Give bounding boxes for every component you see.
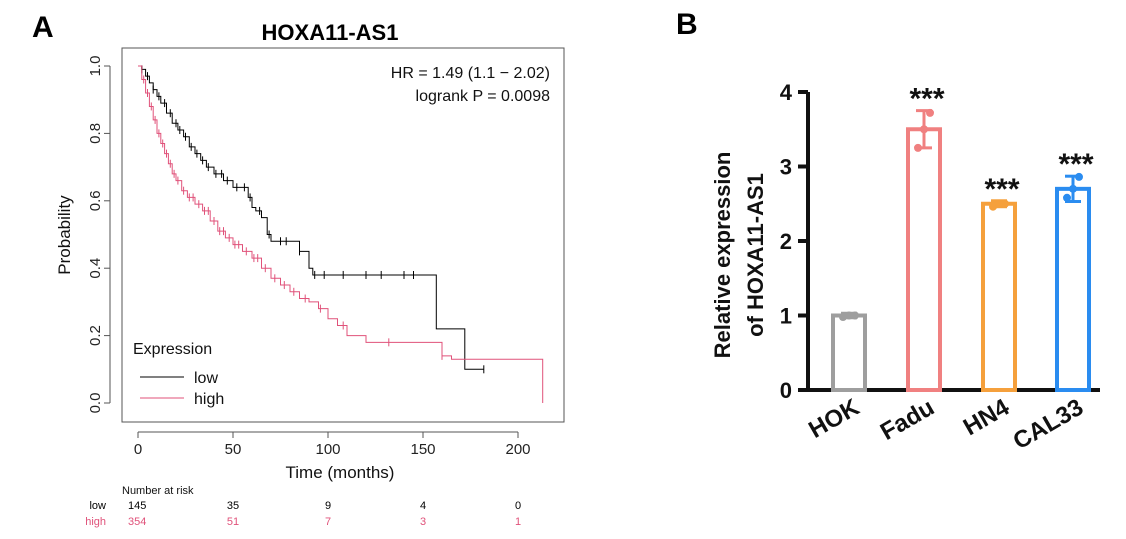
bar-significance-Fadu: *** (909, 83, 944, 116)
km-curves (138, 65, 544, 403)
bar-series: HOK *** Fadu *** HN4 *** CAL33 (804, 83, 1094, 456)
km-risk-value-low: 35 (227, 500, 239, 512)
bar-point-HOK (845, 311, 853, 320)
km-risk-value-low: 0 (515, 500, 521, 512)
bar-point-HOK (851, 311, 859, 320)
km-y-tick-label: 1.0 (87, 56, 104, 77)
bar-point-Fadu (920, 125, 928, 134)
km-y-axis: 0.0 0.2 0.4 0.6 0.8 1.0 (87, 56, 111, 414)
bar-point-HN4 (1001, 199, 1009, 208)
bar-y-tick-label: 2 (780, 229, 792, 254)
bar-point-HOK (839, 312, 847, 321)
bar-category-label-CAL33: CAL33 (1009, 394, 1088, 455)
bar-CAL33 (1055, 186, 1091, 392)
km-risk-value-high: 51 (227, 516, 239, 528)
km-risk-value-high: 1 (515, 516, 521, 528)
bar-axes: 0 1 2 3 4 (780, 80, 1100, 403)
km-title: HOXA11-AS1 (262, 20, 399, 45)
km-x-tick-label: 0 (134, 441, 142, 458)
km-x-tick-label: 200 (505, 441, 530, 458)
km-x-tick-label: 50 (225, 441, 242, 458)
km-legend-title: Expression (133, 341, 212, 358)
km-risk-label-high: high (85, 516, 106, 528)
km-x-axis: 0 50 100 150 200 (134, 431, 531, 458)
km-y-tick-label: 0.6 (87, 190, 104, 211)
km-x-tick-label: 150 (410, 441, 435, 458)
km-hr-annotation: HR = 1.49 (1.1 − 2.02) (391, 65, 550, 82)
bar-y-label-line2: of HOXA11-AS1 (743, 173, 768, 337)
km-y-tick-label: 0.8 (87, 123, 104, 144)
bar-significance-CAL33: *** (1058, 148, 1093, 181)
km-y-label: Probability (55, 195, 74, 275)
km-plot: HOXA11-AS1 0.0 0.2 0.4 0.6 0.8 1.0 0 50 100 150 2… (55, 20, 565, 528)
bar-point-CAL33 (1063, 193, 1071, 202)
bar-point-CAL33 (1075, 172, 1083, 181)
bar-category-label-HN4: HN4 (959, 393, 1015, 441)
bar-Fadu (906, 127, 942, 392)
km-risk-value-high: 7 (325, 516, 331, 528)
bar-point-Fadu (914, 143, 922, 152)
km-curve-low (138, 65, 484, 370)
bar-HN4 (981, 201, 1017, 392)
bar-significance-HN4: *** (984, 173, 1019, 206)
km-legend-low-label: low (194, 370, 218, 387)
km-risk-value-low: 9 (325, 500, 331, 512)
bar-point-Fadu (926, 108, 934, 117)
bar-y-tick-label: 1 (780, 304, 792, 329)
km-curve-high (138, 65, 544, 403)
km-legend-high-label: high (194, 391, 224, 408)
km-risk-table: 145 35 9 4 0 354 51 7 3 1 (128, 500, 521, 528)
km-risk-header: Number at risk (122, 485, 194, 497)
bar-point-HN4 (989, 202, 997, 211)
km-risk-value-low: 4 (420, 500, 426, 512)
km-x-label: Time (months) (286, 463, 395, 482)
bar-category-label-HOK: HOK (804, 393, 864, 443)
bar-point-CAL33 (1069, 184, 1077, 193)
km-risk-label-low: low (89, 500, 106, 512)
bar-y-label-line1: Relative expression (710, 152, 735, 359)
km-risk-value-low: 145 (128, 500, 146, 512)
km-y-tick-label: 0.2 (87, 325, 104, 346)
km-logrank-annotation: logrank P = 0.0098 (416, 88, 551, 105)
bar-plot: Relative expression of HOXA11-AS1 01234 … (710, 80, 1100, 455)
bar-point-HN4 (995, 199, 1003, 208)
panel-b-letter: B (676, 8, 698, 41)
km-y-tick-label: 0.4 (87, 258, 104, 279)
bar-y-tick-label: 4 (780, 80, 793, 105)
bar-category-label-Fadu: Fadu (876, 394, 939, 446)
km-x-tick-label: 100 (315, 441, 340, 458)
bar-HOK (831, 313, 867, 392)
bar-y-tick-label: 3 (780, 155, 792, 180)
panel-a-letter: A (32, 11, 54, 44)
km-risk-value-high: 3 (420, 516, 426, 528)
km-risk-value-high: 354 (128, 516, 146, 528)
km-y-tick-label: 0.0 (87, 393, 104, 414)
bar-y-tick-label: 0 (780, 378, 792, 403)
km-plot-frame (121, 47, 565, 423)
